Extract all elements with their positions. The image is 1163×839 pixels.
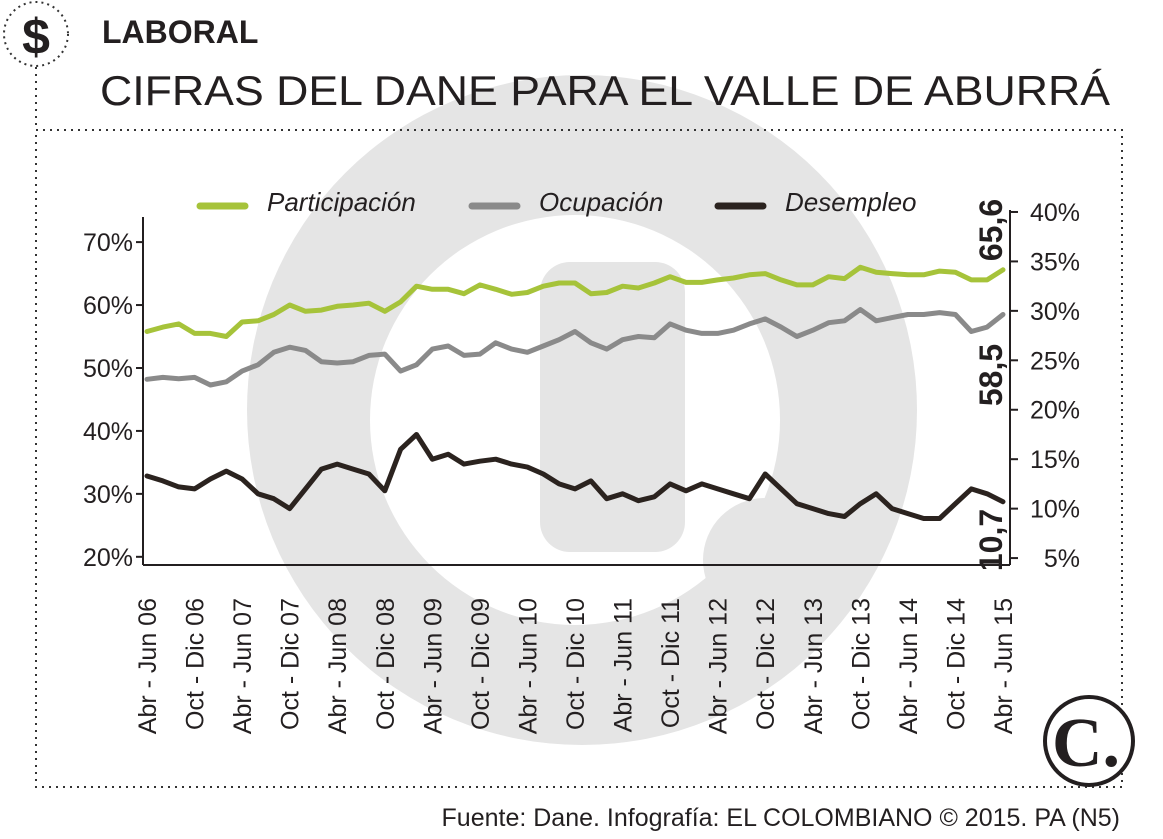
x-tick-label: Abr - Jun 08	[324, 598, 352, 734]
x-tick-label: Oct - Dic 10	[562, 598, 590, 730]
y2-tick-label: 40%	[1030, 199, 1080, 227]
dollar-badge	[3, 1, 69, 67]
x-tick-label: Abr - Jun 10	[514, 598, 542, 734]
series-line	[144, 264, 1006, 339]
logo	[1043, 695, 1135, 787]
y-tick-label: 30%	[83, 481, 133, 509]
x-tick-label: Abr - Jun 07	[229, 598, 257, 734]
title: CIFRAS DEL DANE PARA EL VALLE DE ABURRÁ	[100, 67, 1110, 114]
y-tick-label: 70%	[83, 229, 133, 257]
y2-tick-label: 35%	[1030, 248, 1080, 276]
y-tick-label: 20%	[83, 544, 133, 572]
dollar-icon: $	[22, 9, 50, 65]
x-tick-label: Oct - Dic 12	[752, 598, 780, 730]
x-tick-label: Oct - Dic 08	[372, 598, 400, 730]
footer: Fuente: Dane. Infografía: EL COLOMBIANO …	[442, 804, 1120, 832]
x-tick-label: Oct - Dic 13	[847, 598, 875, 730]
end-label: 65,6	[973, 199, 1009, 261]
y-tick-label: 50%	[83, 355, 133, 383]
series-line	[144, 432, 1006, 521]
x-tick-label: Abr - Jun 13	[800, 598, 828, 734]
x-tick-label: Oct - Dic 11	[657, 598, 685, 728]
x-tick-label: Abr - Jun 14	[895, 598, 923, 734]
legend-label: Ocupación	[539, 187, 663, 217]
end-label: 10,7	[973, 509, 1009, 571]
series-line	[144, 307, 1006, 388]
x-tick-label: Abr - Jun 15	[990, 598, 1018, 734]
logo-letter: C.	[1052, 705, 1120, 782]
y2-tick-label: 20%	[1030, 397, 1080, 425]
x-tick-label: Abr - Jun 11	[610, 598, 638, 732]
x-tick-label: Oct - Dic 14	[942, 598, 970, 730]
x-tick-label: Oct - Dic 07	[277, 598, 305, 730]
watermark	[247, 75, 917, 745]
y-tick-label: 40%	[83, 418, 133, 446]
watermark-bar	[540, 262, 685, 552]
y2-tick-label: 5%	[1044, 545, 1080, 573]
x-tick-label: Abr - Jun 09	[419, 598, 447, 734]
x-tick-label: Oct - Dic 06	[182, 598, 210, 730]
section-title: LABORAL	[102, 14, 258, 50]
x-tick-label: Oct - Dic 09	[467, 598, 495, 730]
y2-tick-label: 25%	[1030, 347, 1080, 375]
y-tick-label: 60%	[83, 292, 133, 320]
y2-tick-label: 10%	[1030, 496, 1080, 524]
watermark-dot	[703, 498, 827, 622]
legend-label: Participación	[267, 187, 416, 217]
x-tick-label: Abr - Jun 06	[134, 598, 162, 734]
x-tick-label: Abr - Jun 12	[705, 598, 733, 734]
y2-tick-label: 30%	[1030, 298, 1080, 326]
frame	[35, 60, 1123, 788]
legend-label: Desempleo	[785, 187, 917, 217]
y2-tick-label: 15%	[1030, 446, 1080, 474]
end-label: 58,5	[973, 344, 1009, 406]
